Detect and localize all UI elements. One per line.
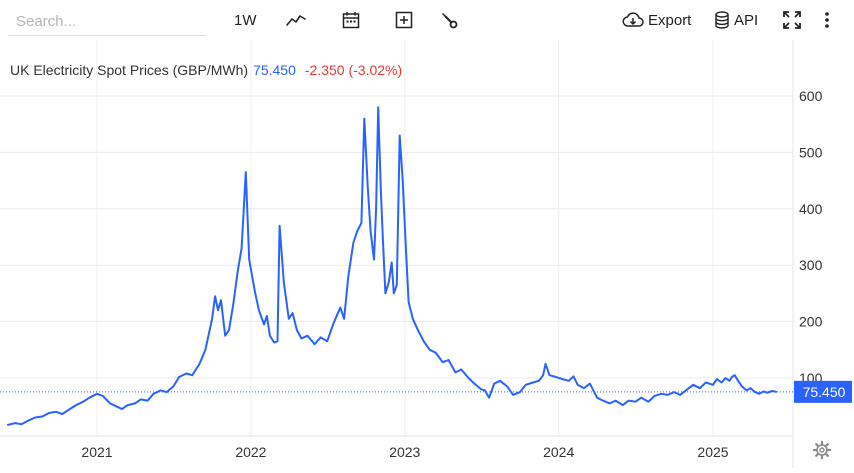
x-axis-ticks: 2021 2022 2023 2024 2025 <box>81 444 728 460</box>
gear-icon <box>812 440 832 460</box>
add-indicator-button[interactable] <box>395 6 413 34</box>
price-series-line <box>7 106 777 426</box>
api-label: API <box>734 11 759 29</box>
chart-title-text: UK Electricity Spot Prices (GBP/MWh) <box>10 62 248 78</box>
chart-area: 100 200 300 400 500 600 2021 2022 2023 2024 2025 … <box>0 40 854 468</box>
chart-type-button[interactable] <box>286 6 306 34</box>
database-icon <box>715 11 729 29</box>
y-tick-label: 600 <box>799 88 823 104</box>
y-tick-label: 400 <box>799 201 823 217</box>
api-button[interactable]: API <box>714 6 758 34</box>
period-label: 1W <box>234 11 257 29</box>
period-button[interactable]: 1W <box>234 6 257 34</box>
x-tick-label: 2024 <box>543 444 574 460</box>
x-tick-label: 2023 <box>389 444 420 460</box>
settings-tool-button[interactable] <box>440 6 458 34</box>
search-input[interactable] <box>8 8 206 36</box>
plus-square-icon <box>395 11 413 29</box>
more-menu-button[interactable] <box>822 6 832 34</box>
y-tick-label: 200 <box>799 314 823 330</box>
y-tick-label: 300 <box>799 257 823 273</box>
calendar-icon <box>342 12 360 29</box>
chart-settings-button[interactable] <box>812 440 832 460</box>
fullscreen-button[interactable] <box>782 6 802 34</box>
toolbar: 1W <box>0 0 854 40</box>
y-tick-label: 500 <box>799 144 823 160</box>
export-label: Export <box>648 11 692 29</box>
more-vertical-icon <box>825 12 829 28</box>
cloud-download-icon <box>622 12 644 27</box>
line-chart-icon <box>286 15 306 26</box>
price-change: -2.350 (-3.02%) <box>305 62 402 78</box>
x-tick-label: 2025 <box>697 444 728 460</box>
wrench-icon <box>442 13 458 29</box>
export-button[interactable]: Export <box>622 6 691 34</box>
date-range-button[interactable] <box>342 6 360 34</box>
x-tick-label: 2021 <box>81 444 112 460</box>
grid <box>0 40 793 436</box>
chart-title: UK Electricity Spot Prices (GBP/MWh) 75.4… <box>10 62 402 78</box>
price-tag-label: 75.450 <box>803 384 846 400</box>
price-tag: 75.450 <box>794 380 852 403</box>
last-value: 75.450 <box>253 62 296 78</box>
x-tick-label: 2022 <box>235 444 266 460</box>
fullscreen-icon <box>783 11 801 29</box>
